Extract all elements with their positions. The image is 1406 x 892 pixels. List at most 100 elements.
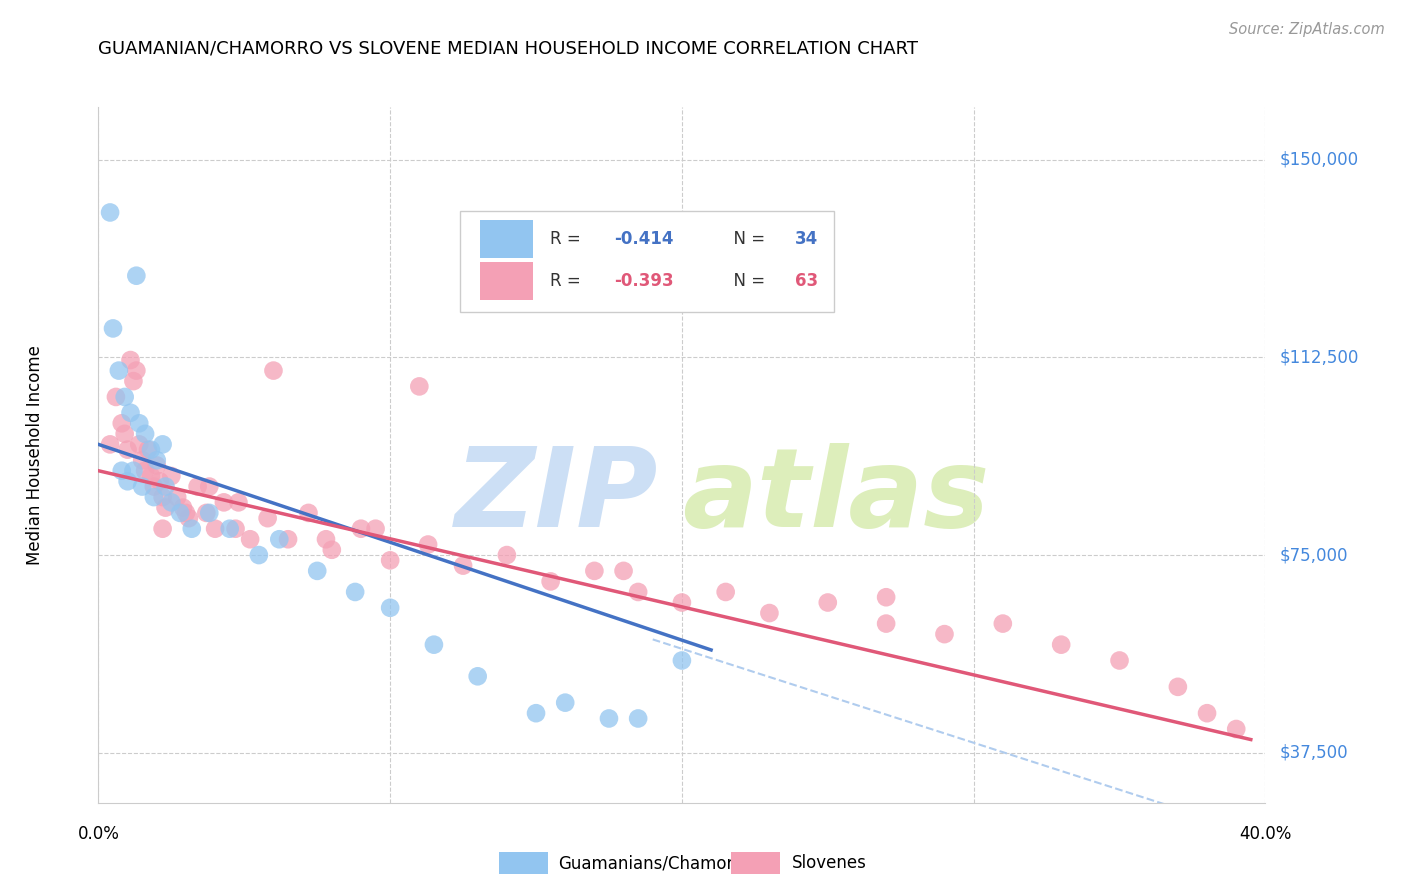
Point: [627, 585, 650, 599]
Point: [714, 585, 737, 599]
Point: [142, 479, 165, 493]
Point: [1167, 680, 1189, 694]
Text: Slovenes: Slovenes: [792, 855, 866, 872]
Point: [524, 706, 547, 721]
Point: [239, 533, 262, 547]
Point: [1108, 653, 1130, 667]
Point: [416, 537, 439, 551]
Point: [297, 506, 319, 520]
Point: [671, 595, 693, 609]
Point: [321, 542, 343, 557]
Point: [934, 627, 956, 641]
Point: [225, 522, 247, 536]
Point: [218, 522, 240, 536]
Text: $112,500: $112,500: [1279, 349, 1358, 367]
Point: [155, 500, 177, 515]
Point: [451, 558, 474, 573]
Point: [212, 495, 235, 509]
Text: 0.0%: 0.0%: [77, 825, 120, 843]
Text: 63: 63: [796, 272, 818, 290]
Point: [1195, 706, 1218, 721]
Point: [149, 475, 172, 489]
Point: [134, 464, 156, 478]
FancyBboxPatch shape: [479, 262, 533, 300]
Point: [155, 479, 177, 493]
Point: [187, 479, 209, 493]
Point: [172, 500, 194, 515]
Point: [139, 442, 162, 457]
Point: [817, 595, 839, 609]
Point: [198, 479, 221, 493]
Point: [350, 522, 373, 536]
Point: [117, 475, 139, 489]
Text: Median Household Income: Median Household Income: [27, 345, 44, 565]
Point: [101, 321, 124, 335]
Point: [991, 616, 1014, 631]
Point: [122, 464, 145, 478]
Point: [142, 490, 165, 504]
Text: -0.393: -0.393: [614, 272, 673, 290]
Point: [146, 453, 169, 467]
Point: [408, 379, 430, 393]
Point: [204, 522, 226, 536]
Point: [315, 533, 337, 547]
Point: [152, 522, 174, 536]
Point: [307, 564, 329, 578]
Point: [139, 469, 162, 483]
Point: [120, 353, 142, 368]
Point: [467, 285, 489, 299]
Point: [180, 522, 202, 536]
Point: [120, 406, 142, 420]
Point: [169, 506, 191, 520]
Text: N =: N =: [723, 272, 770, 290]
Point: [378, 600, 402, 615]
Point: [540, 574, 562, 589]
Point: [344, 585, 367, 599]
Point: [423, 638, 446, 652]
Point: [114, 390, 136, 404]
Point: [467, 669, 489, 683]
Point: [554, 696, 576, 710]
Point: [256, 511, 278, 525]
Point: [122, 374, 145, 388]
FancyBboxPatch shape: [460, 211, 834, 312]
Point: [166, 490, 188, 504]
Point: [108, 363, 131, 377]
Text: N =: N =: [723, 230, 770, 248]
Point: [627, 711, 650, 725]
Text: 40.0%: 40.0%: [1239, 825, 1292, 843]
Point: [152, 490, 174, 504]
Point: [98, 205, 121, 219]
Text: $75,000: $75,000: [1279, 546, 1348, 564]
Point: [160, 469, 183, 483]
Text: R =: R =: [550, 272, 586, 290]
Point: [177, 511, 200, 525]
Text: 34: 34: [796, 230, 818, 248]
Point: [247, 548, 270, 562]
Point: [758, 606, 780, 620]
Text: ZIP: ZIP: [456, 443, 658, 550]
Point: [364, 522, 387, 536]
Point: [174, 506, 197, 520]
Point: [125, 363, 148, 377]
Point: [1050, 638, 1073, 652]
Point: [262, 363, 284, 377]
Point: [671, 653, 693, 667]
Point: [152, 437, 174, 451]
Point: [495, 548, 517, 562]
Point: [128, 417, 150, 431]
Text: R =: R =: [550, 230, 586, 248]
Text: GUAMANIAN/CHAMORRO VS SLOVENE MEDIAN HOUSEHOLD INCOME CORRELATION CHART: GUAMANIAN/CHAMORRO VS SLOVENE MEDIAN HOU…: [98, 40, 918, 58]
Point: [195, 506, 218, 520]
Point: [198, 506, 221, 520]
Point: [875, 591, 897, 605]
Text: atlas: atlas: [682, 443, 990, 550]
Point: [117, 442, 139, 457]
Point: [125, 268, 148, 283]
Point: [277, 533, 299, 547]
Point: [111, 417, 134, 431]
FancyBboxPatch shape: [479, 220, 533, 259]
Text: $37,500: $37,500: [1279, 744, 1348, 762]
Point: [131, 453, 153, 467]
Text: -0.414: -0.414: [614, 230, 673, 248]
